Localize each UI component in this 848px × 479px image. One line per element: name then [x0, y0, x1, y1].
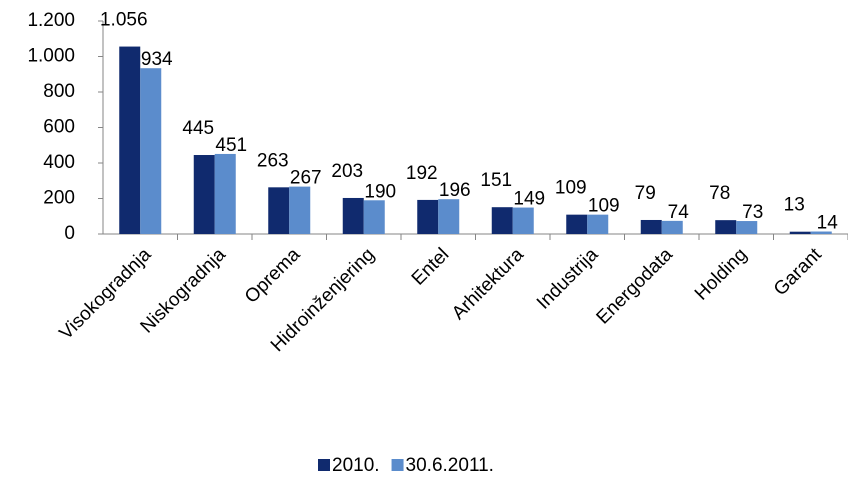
bar	[140, 68, 162, 234]
y-tick-label: 1.200	[27, 10, 75, 31]
bar	[438, 199, 460, 234]
x-tick-label: Holding	[691, 244, 751, 304]
bar	[491, 207, 513, 234]
data-label: 109	[555, 178, 587, 199]
data-label: 13	[784, 195, 805, 216]
x-tick-label: Industrija	[533, 244, 603, 314]
data-label: 73	[742, 202, 763, 223]
bar	[417, 199, 439, 234]
bar	[789, 231, 811, 234]
bar	[587, 214, 609, 234]
data-label: 74	[668, 202, 690, 223]
bar	[661, 220, 683, 234]
data-label: 267	[290, 168, 322, 189]
legend-swatch	[318, 459, 330, 471]
bar	[268, 187, 290, 234]
y-tick-label: 600	[43, 117, 75, 138]
bar	[193, 155, 215, 234]
bar	[289, 186, 311, 234]
data-label: 934	[141, 49, 173, 70]
data-label: 109	[588, 196, 620, 217]
legend-label: 30.6.2011.	[406, 455, 494, 476]
data-label: 263	[257, 150, 289, 171]
x-tick-label: Garant	[770, 244, 826, 300]
data-label: 445	[182, 118, 214, 139]
data-label: 1.056	[100, 10, 148, 31]
data-label: 203	[331, 161, 363, 182]
data-label: 14	[817, 213, 839, 234]
bar	[214, 153, 236, 234]
x-tick-label: Entel	[408, 244, 453, 289]
bar	[736, 221, 758, 234]
data-label: 78	[709, 183, 730, 204]
bar	[512, 207, 534, 234]
bar	[363, 200, 385, 234]
bar	[715, 220, 737, 234]
x-tick-label: Visokogradnja	[56, 244, 156, 344]
data-label: 79	[635, 183, 656, 204]
bar	[566, 214, 588, 234]
data-label: 149	[513, 189, 545, 210]
bar	[119, 46, 141, 235]
y-tick-label: 800	[43, 81, 75, 102]
legend-label: 2010.	[332, 455, 380, 476]
data-label: 451	[215, 135, 247, 156]
bar	[342, 197, 364, 234]
data-label: 192	[406, 163, 438, 184]
x-tick-label: Arhitektura	[448, 244, 528, 324]
legend-swatch	[391, 459, 404, 471]
x-tick-label: Energodata	[593, 244, 678, 329]
data-label: 196	[439, 180, 471, 201]
y-tick-label: 400	[43, 152, 75, 173]
bar	[810, 231, 832, 234]
x-tick-label: Oprema	[241, 244, 305, 308]
data-label: 151	[480, 170, 512, 191]
y-tick-label: 0	[64, 223, 75, 244]
data-label: 190	[364, 181, 396, 202]
y-tick-label: 200	[43, 188, 75, 209]
bar	[640, 219, 662, 234]
y-tick-label: 1.000	[27, 46, 75, 67]
